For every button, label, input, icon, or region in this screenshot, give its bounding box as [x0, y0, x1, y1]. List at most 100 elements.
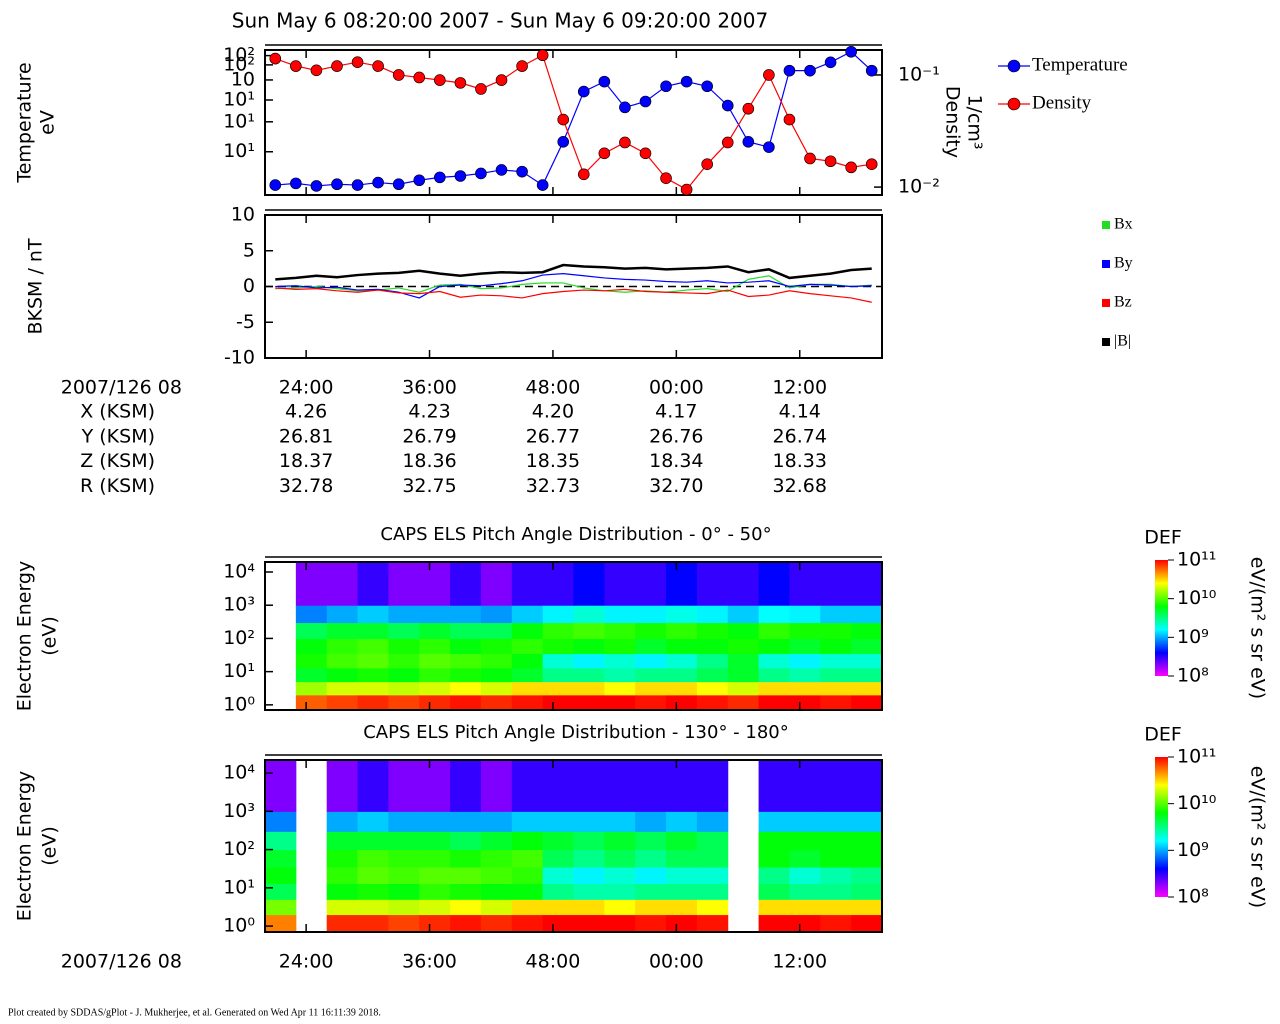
heatmap-cell: [511, 760, 544, 812]
heatmap-cell: [851, 638, 883, 655]
heatmap-cell: [604, 899, 636, 916]
heatmap-cell: [511, 867, 544, 884]
heatmap-cell: [326, 638, 359, 655]
heatmap-cell: [666, 899, 698, 916]
heatmap-cell: [820, 667, 852, 683]
y-tick-label: -10: [224, 347, 255, 369]
heatmap-cell: [851, 811, 883, 832]
heatmap-cell: [265, 849, 297, 868]
heatmap-cell: [357, 760, 389, 812]
heatmap-cell: [851, 883, 883, 900]
heatmap-cell: [851, 694, 883, 711]
heatmap-cell: [542, 811, 574, 832]
heatmap-cell: [388, 605, 420, 624]
heatmap-cell: [789, 681, 821, 696]
heatmap-cell: [635, 849, 667, 868]
heatmap-cell: [388, 681, 420, 696]
heatmap-cell: [388, 867, 420, 884]
heatmap-cell: [758, 849, 790, 868]
heatmap-cell: [758, 811, 790, 832]
y-tick-label: 10²: [223, 44, 255, 66]
heatmap-cell: [696, 899, 729, 916]
ephemeris-value: 4.20: [532, 401, 574, 423]
x-axis-label: 2007/126 08: [61, 951, 182, 973]
heatmap-cell: [357, 562, 389, 606]
y-tick-label: 0: [243, 275, 255, 297]
data-point: [516, 165, 528, 178]
data-point: [577, 168, 590, 181]
heatmap-cell: [758, 667, 790, 683]
heatmap-cell: [357, 694, 389, 711]
heatmap-cell: [450, 760, 482, 812]
data-point: [680, 75, 693, 88]
heatmap-cell: [851, 605, 883, 624]
heatmap-cell: [851, 867, 883, 884]
heatmap-cell: [326, 811, 359, 832]
data-point: [331, 178, 343, 191]
data-point: [536, 49, 549, 62]
heatmap-cell: [820, 831, 852, 851]
x-tick-label: 00:00: [649, 377, 704, 399]
heatmap-cell: [666, 849, 698, 868]
heatmap-cell: [851, 681, 883, 696]
data-point: [434, 74, 446, 86]
heatmap-cell: [696, 760, 729, 812]
colorbar-unit: eV/(m² s sr eV): [1247, 766, 1269, 908]
series-line: [275, 287, 872, 303]
heatmap-cell: [789, 622, 821, 639]
heatmap-cell: [789, 849, 821, 868]
heatmap-cell: [450, 914, 482, 933]
y-tick-label: 10: [231, 68, 255, 90]
heatmap-cell: [357, 605, 389, 624]
heatmap-cell: [511, 899, 544, 916]
legend-swatch: [1102, 338, 1110, 346]
data-point: [804, 152, 816, 165]
heatmap-cell: [295, 638, 328, 655]
y-tick-label: 10¹: [223, 88, 255, 110]
heatmap-cell: [820, 914, 852, 933]
legend-marker: [1007, 97, 1021, 111]
data-point: [310, 180, 323, 192]
heatmap-cell: [295, 605, 328, 624]
data-point: [680, 183, 693, 196]
heatmap-cell: [388, 638, 420, 655]
heatmap-cell: [295, 667, 328, 683]
heatmap-cell: [419, 831, 451, 851]
heatmap-cell: [326, 831, 359, 851]
heatmap-cell: [480, 831, 513, 851]
heatmap-cell: [696, 667, 729, 683]
heatmap-cell: [696, 883, 729, 900]
heatmap-cell: [820, 653, 852, 669]
colorbar-tick-label: 10⁸: [1177, 886, 1209, 908]
heatmap-cell: [666, 653, 698, 669]
heatmap-cell: [326, 605, 359, 624]
data-point: [660, 172, 672, 185]
heatmap-cell: [573, 811, 605, 832]
data-point: [660, 80, 672, 93]
ephemeris-value: 26.79: [402, 425, 456, 447]
data-point: [372, 176, 384, 189]
heatmap-cell: [666, 562, 698, 606]
heatmap-cell: [388, 562, 420, 606]
heatmap-cell: [666, 694, 698, 711]
heatmap-cell: [419, 883, 451, 900]
heatmap-cell: [265, 867, 297, 884]
heatmap-cell: [450, 849, 482, 868]
heatmap-cell: [357, 867, 389, 884]
colorbar-tick-label: 10⁹: [1177, 626, 1209, 648]
legend-label: By: [1114, 255, 1133, 272]
panel-title: CAPS ELS Pitch Angle Distribution - 130°…: [363, 722, 789, 743]
data-point: [516, 60, 528, 72]
y-tick-label: 10⁻²: [898, 176, 940, 198]
data-point: [721, 136, 734, 149]
heatmap-cell: [727, 653, 760, 669]
legend-swatch: [1102, 260, 1110, 268]
heatmap-cell: [851, 653, 883, 669]
heatmap-cell: [265, 883, 297, 900]
heatmap-cell: [326, 914, 359, 933]
heatmap-cell: [696, 914, 729, 933]
legend-label: |B|: [1114, 333, 1131, 350]
heatmap-cell: [573, 914, 605, 933]
data-point: [865, 64, 878, 77]
y-tick-label: 10⁴: [223, 560, 255, 582]
